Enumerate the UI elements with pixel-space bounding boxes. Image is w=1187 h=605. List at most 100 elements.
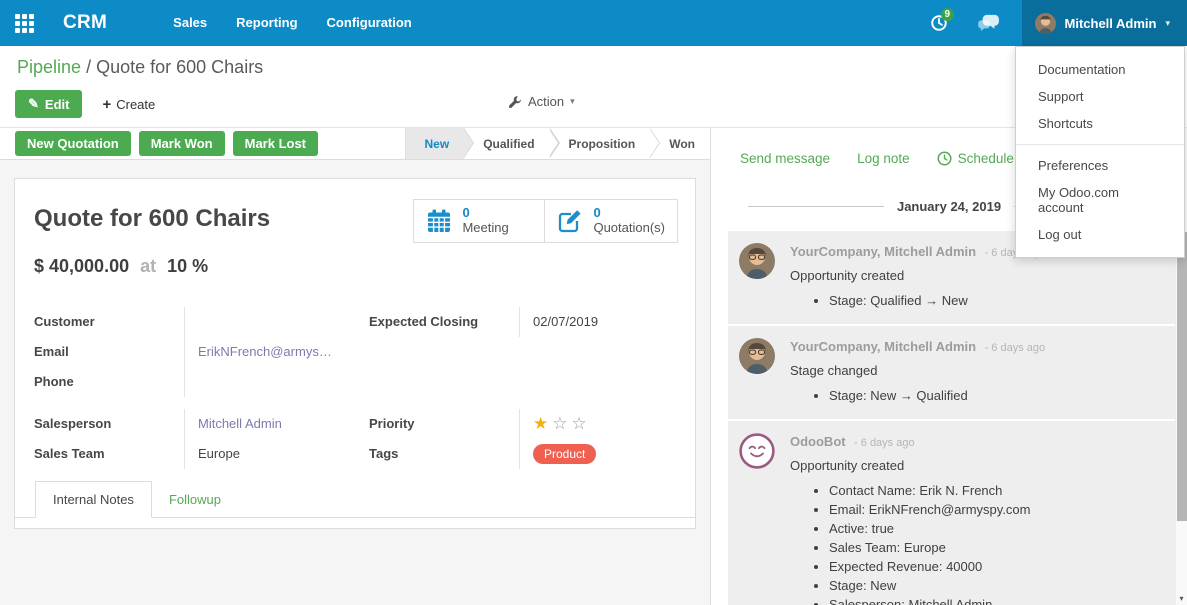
tag-product: Product: [533, 444, 597, 464]
stage-new[interactable]: New: [405, 128, 474, 159]
menu-item-support[interactable]: Support: [1038, 89, 1084, 104]
expected-revenue: $ 40,000.00 at 10 %: [34, 256, 209, 276]
field-value-email[interactable]: ErikNFrench@armys…: [198, 344, 332, 359]
mark-lost-button[interactable]: Mark Lost: [232, 131, 319, 156]
message-body: Stage changed: [790, 363, 878, 378]
field-label-expected-closing: Expected Closing: [369, 314, 479, 329]
tracking-value: Stage: New: [829, 576, 1031, 595]
messages-menu-button[interactable]: [977, 14, 1000, 32]
menu-item-preferences[interactable]: Preferences: [1038, 158, 1109, 173]
probability-value: 10 %: [167, 256, 209, 276]
author-avatar: [739, 243, 775, 279]
activity-menu-button[interactable]: 9: [930, 8, 955, 32]
star-empty-icon[interactable]: ☆: [552, 414, 572, 433]
odoobot-avatar: [739, 433, 775, 469]
menu-item-shortcuts[interactable]: Shortcuts: [1038, 116, 1093, 131]
message-2: YourCompany, Mitchell Admin - 6 days ago…: [728, 326, 1175, 419]
chevron-down-icon: ▾: [570, 96, 575, 106]
app-brand[interactable]: CRM: [63, 12, 108, 33]
new-quotation-button[interactable]: New Quotation: [15, 131, 131, 156]
pencil-icon: ✎: [28, 96, 39, 111]
breadcrumb-current: Quote for 600 Chairs: [96, 57, 264, 77]
priority-stars[interactable]: ★☆☆: [533, 409, 676, 439]
message-3: OdooBot - 6 days ago Opportunity created…: [728, 421, 1175, 605]
apps-grid-icon[interactable]: [15, 13, 34, 33]
field-group-sales: Salesperson Sales Team Mitchell Admin Eu…: [34, 409, 341, 469]
field-label-tags: Tags: [369, 446, 399, 461]
systray: 9 Mitchell Admin ▾: [930, 0, 1187, 46]
message-body: Opportunity created: [790, 268, 905, 283]
record-card: Quote for 600 Chairs: [14, 178, 696, 529]
record-title: Quote for 600 Chairs: [34, 205, 271, 232]
field-value-expected-closing: 02/07/2019: [533, 314, 599, 329]
activity-count-badge: 9: [940, 8, 955, 21]
stage-proposition[interactable]: Proposition: [549, 128, 660, 159]
scrollbar-thumb[interactable]: [1177, 232, 1187, 521]
mark-won-button[interactable]: Mark Won: [138, 131, 225, 156]
tracking-value: Contact Name: Erik N. French: [829, 481, 1031, 500]
user-menu-button[interactable]: Mitchell Admin ▾: [1021, 0, 1187, 46]
top-navbar: CRM Sales Reporting Configuration 9 Mitc…: [0, 0, 1187, 46]
wrench-icon: [508, 95, 522, 109]
nav-menu-configuration[interactable]: Configuration: [326, 15, 412, 30]
edit-button[interactable]: ✎ Edit: [15, 90, 83, 118]
control-panel-buttons: ✎ Edit + Create: [15, 90, 155, 118]
field-value-salesperson[interactable]: Mitchell Admin: [198, 416, 282, 431]
field-groups: Customer Email Phone ErikNFrench@armys…: [34, 307, 676, 469]
field-value-sales-team: Europe: [198, 446, 240, 461]
tracking-values: Contact Name: Erik N. French Email: Erik…: [790, 481, 1031, 605]
message-timestamp: - 6 days ago: [854, 437, 915, 449]
tracking-value: Email: ErikNFrench@armyspy.com: [829, 500, 1031, 519]
action-menu-button[interactable]: Action ▾: [508, 94, 575, 109]
message-author[interactable]: YourCompany, Mitchell Admin: [790, 339, 977, 354]
stage-won[interactable]: Won: [650, 128, 710, 159]
date-header: January 24, 2019: [896, 199, 1002, 214]
chevron-down-icon: ▾: [1165, 17, 1170, 28]
field-group-contact: Customer Email Phone ErikNFrench@armys…: [34, 307, 341, 397]
meeting-stat-button[interactable]: 0 Meeting: [414, 200, 545, 242]
tracking-values: Stage: Qualified → New: [790, 291, 1045, 310]
chat-bubbles-icon: [977, 14, 1000, 32]
nav-menu-reporting[interactable]: Reporting: [236, 15, 298, 30]
nav-menu-sales[interactable]: Sales: [173, 15, 208, 30]
nav-menus: Sales Reporting Configuration: [163, 0, 422, 46]
message-body: Opportunity created: [790, 458, 905, 473]
star-empty-icon[interactable]: ☆: [571, 414, 591, 433]
quotation-stat-button[interactable]: 0 Quotation(s): [544, 200, 677, 242]
stage-pipeline: New Qualified Proposition Won: [404, 128, 710, 159]
log-note-link[interactable]: Log note: [857, 151, 910, 166]
field-label-priority: Priority: [369, 416, 415, 431]
tab-internal-notes[interactable]: Internal Notes: [35, 481, 152, 518]
message-author[interactable]: OdooBot: [790, 434, 846, 449]
calendar-icon: [426, 208, 452, 234]
message-feed: YourCompany, Mitchell Admin - 6 days ago…: [728, 231, 1175, 605]
field-label-customer: Customer: [34, 314, 95, 329]
tracking-value: Salesperson: Mitchell Admin: [829, 595, 1031, 605]
control-panel: Pipeline / Quote for 600 Chairs ✎ Edit +…: [0, 46, 1187, 128]
tracking-value: Stage: New → Qualified: [829, 386, 1045, 405]
plus-icon: +: [102, 95, 112, 113]
field-value-customer[interactable]: [198, 307, 341, 337]
tracking-value: Sales Team: Europe: [829, 538, 1031, 557]
pencil-square-icon: [557, 208, 583, 234]
tab-followup[interactable]: Followup: [152, 481, 238, 518]
menu-divider: [1016, 144, 1184, 145]
menu-item-logout[interactable]: Log out: [1038, 227, 1082, 242]
user-avatar: [1034, 12, 1056, 34]
menu-item-odoo-account[interactable]: My Odoo.com account: [1038, 185, 1119, 215]
field-label-phone: Phone: [34, 374, 74, 389]
field-value-phone[interactable]: [198, 367, 341, 397]
scroll-down-arrow-icon[interactable]: ▾: [1179, 594, 1184, 603]
main-area: New Quotation Mark Won Mark Lost New Qua…: [0, 128, 1187, 605]
star-filled-icon[interactable]: ★: [533, 414, 553, 433]
menu-item-documentation[interactable]: Documentation: [1038, 62, 1126, 77]
field-label-sales-team: Sales Team: [34, 446, 105, 461]
breadcrumb-pipeline-link[interactable]: Pipeline: [17, 57, 82, 77]
create-button[interactable]: + Create: [102, 95, 156, 113]
send-message-link[interactable]: Send message: [740, 151, 831, 166]
tracking-values: Stage: New → Qualified: [790, 386, 1045, 405]
stage-qualified[interactable]: Qualified: [464, 128, 560, 159]
user-name: Mitchell Admin: [1064, 15, 1157, 31]
statusbar: New Quotation Mark Won Mark Lost New Qua…: [0, 128, 710, 160]
message-author[interactable]: YourCompany, Mitchell Admin: [790, 244, 977, 259]
